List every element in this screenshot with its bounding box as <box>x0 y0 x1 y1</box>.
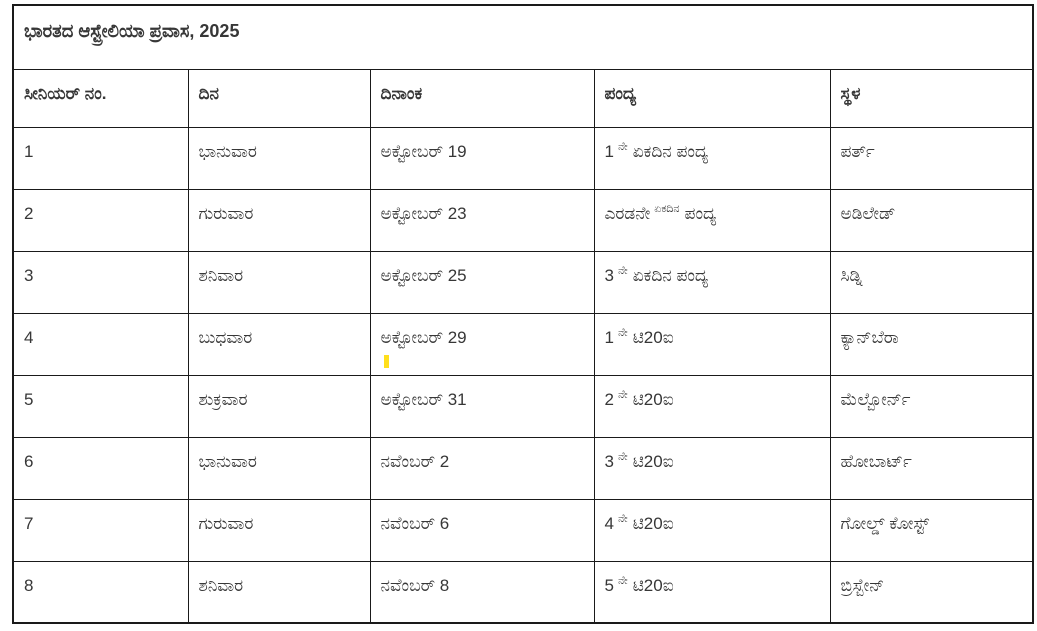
cell-serial-no: 1 <box>12 126 189 190</box>
cell-venue: ಸಿಡ್ನಿ <box>829 250 1034 314</box>
match-suffix: ಏಕದಿನ ಪಂದ್ಯ <box>632 265 709 285</box>
table-title: ಭಾರತದ ಆಸ್ಟ್ರೇಲಿಯಾ ಪ್ರವಾಸ, 2025 <box>12 4 1034 70</box>
cell-venue: ಹೋಬಾರ್ಟ್ <box>829 436 1034 500</box>
cell-date: ಅಕ್ಟೋಬರ್ 19 <box>369 126 595 190</box>
cell-match: 2 ನೇ ಟಿ20ಐ <box>593 374 831 438</box>
column-header: ಸ್ಥಳ <box>829 68 1034 128</box>
cell-match: 1 ನೇ ಏಕದಿನ ಪಂದ್ಯ <box>593 126 831 190</box>
cell-date: ಅಕ್ಟೋಬರ್ 31 <box>369 374 595 438</box>
table-row: 6 ಭಾನುವಾರ ನವೆಂಬರ್ 2 3 ನೇ ಟಿ20ಐ ಹೋಬಾರ್ಟ್ <box>12 436 1034 500</box>
cell-day: ಬುಧವಾರ <box>187 312 371 376</box>
match-prefix: 3 <box>604 451 614 471</box>
tour-schedule-table: ಭಾರತದ ಆಸ್ಟ್ರೇಲಿಯಾ ಪ್ರವಾಸ, 2025 ಸೀನಿಯರ್ ನ… <box>12 4 1035 624</box>
match-suffix: ಟಿ20ಐ <box>632 389 674 409</box>
table-row: 4 ಬುಧವಾರ ಅಕ್ಟೋಬರ್ 29 1 ನೇ ಟಿ20ಐ ಕ್ಯಾನ್‌ಬೆರ… <box>12 312 1034 376</box>
cell-venue: ಗೋಲ್ಡ್ ಕೋಸ್ಟ್ <box>829 498 1034 562</box>
match-ordinal-superscript: ಏಕದಿನ <box>654 202 680 215</box>
match-suffix: ಏಕದಿನ ಪಂದ್ಯ <box>632 141 709 161</box>
column-header: ದಿನಾಂಕ <box>369 68 595 128</box>
cell-serial-no: 4 <box>12 312 189 376</box>
match-prefix: 4 <box>604 513 614 533</box>
match-ordinal-superscript: ನೇ <box>617 264 628 277</box>
cell-venue: ಮೆಲ್ಬೋರ್ನ್ <box>829 374 1034 438</box>
match-ordinal-superscript: ನೇ <box>617 388 628 401</box>
cell-match: 4 ನೇ ಟಿ20ಐ <box>593 498 831 562</box>
match-suffix: ಟಿ20ಐ <box>632 451 674 471</box>
table-row: 8 ಶನಿವಾರ ನವೆಂಬರ್ 8 5 ನೇ ಟಿ20ಐ ಬ್ರಿಸ್ಬೇನ್ <box>12 560 1034 624</box>
cell-day: ಗುರುವಾರ <box>187 188 371 252</box>
cell-day: ಶುಕ್ರವಾರ <box>187 374 371 438</box>
cell-venue: ಅಡಿಲೇಡ್ <box>829 188 1034 252</box>
match-prefix: 5 <box>604 575 614 595</box>
cell-serial-no: 3 <box>12 250 189 314</box>
header-row: ಸೀನಿಯರ್ ನಂ. ದಿನ ದಿನಾಂಕ ಪಂದ್ಯ ಸ್ಥಳ <box>12 68 1034 128</box>
match-prefix: 2 <box>604 389 614 409</box>
table-row: 7 ಗುರುವಾರ ನವೆಂಬರ್ 6 4 ನೇ ಟಿ20ಐ ಗೋಲ್ಡ್ ಕೋಸ್… <box>12 498 1034 562</box>
cell-date: ನವೆಂಬರ್ 2 <box>369 436 595 500</box>
cell-serial-no: 2 <box>12 188 189 252</box>
table-row: 3 ಶನಿವಾರ ಅಕ್ಟೋಬರ್ 25 3 ನೇ ಏಕದಿನ ಪಂದ್ಯ ಸಿಡ್… <box>12 250 1034 314</box>
match-ordinal-superscript: ನೇ <box>617 140 628 153</box>
cell-date: ಅಕ್ಟೋಬರ್ 23 <box>369 188 595 252</box>
cell-serial-no: 6 <box>12 436 189 500</box>
column-header: ಸೀನಿಯರ್ ನಂ. <box>12 68 189 128</box>
title-row: ಭಾರತದ ಆಸ್ಟ್ರೇಲಿಯಾ ಪ್ರವಾಸ, 2025 <box>12 4 1034 70</box>
cell-serial-no: 8 <box>12 560 189 624</box>
match-prefix: 1 <box>604 327 614 347</box>
column-header: ಪಂದ್ಯ <box>593 68 831 128</box>
match-ordinal-superscript: ನೇ <box>617 450 628 463</box>
table-row: 5 ಶುಕ್ರವಾರ ಅಕ್ಟೋಬರ್ 31 2 ನೇ ಟಿ20ಐ ಮೆಲ್ಬೋರ್… <box>12 374 1034 438</box>
match-suffix: ಟಿ20ಐ <box>632 327 674 347</box>
cell-date: ನವೆಂಬರ್ 8 <box>369 560 595 624</box>
match-ordinal-superscript: ನೇ <box>617 574 628 587</box>
cell-match: 3 ನೇ ಏಕದಿನ ಪಂದ್ಯ <box>593 250 831 314</box>
cell-venue: ಕ್ಯಾನ್‌ಬೆರಾ <box>829 312 1034 376</box>
cell-day: ಗುರುವಾರ <box>187 498 371 562</box>
match-ordinal-superscript: ನೇ <box>617 512 628 525</box>
cell-match: ಎರಡನೇ ಏಕದಿನ ಪಂದ್ಯ <box>593 188 831 252</box>
cell-venue: ಪರ್ತ್ <box>829 126 1034 190</box>
cell-date: ನವೆಂಬರ್ 6 <box>369 498 595 562</box>
cell-date: ಅಕ್ಟೋಬರ್ 25 <box>369 250 595 314</box>
table-body: ಭಾರತದ ಆಸ್ಟ್ರೇಲಿಯಾ ಪ್ರವಾಸ, 2025 ಸೀನಿಯರ್ ನ… <box>12 4 1034 624</box>
cell-match: 5 ನೇ ಟಿ20ಐ <box>593 560 831 624</box>
cell-date: ಅಕ್ಟೋಬರ್ 29 <box>369 312 595 376</box>
match-prefix: 1 <box>604 141 614 161</box>
match-ordinal-superscript: ನೇ <box>617 326 628 339</box>
text-cursor-highlight <box>384 355 389 368</box>
cell-serial-no: 7 <box>12 498 189 562</box>
match-suffix: ಪಂದ್ಯ <box>684 203 717 223</box>
cell-venue: ಬ್ರಿಸ್ಬೇನ್ <box>829 560 1034 624</box>
cell-match: 1 ನೇ ಟಿ20ಐ <box>593 312 831 376</box>
cell-match: 3 ನೇ ಟಿ20ಐ <box>593 436 831 500</box>
match-prefix: ಎರಡನೇ <box>604 203 651 223</box>
cell-day: ಭಾನುವಾರ <box>187 436 371 500</box>
cell-day: ಭಾನುವಾರ <box>187 126 371 190</box>
table-row: 1 ಭಾನುವಾರ ಅಕ್ಟೋಬರ್ 19 1 ನೇ ಏಕದಿನ ಪಂದ್ಯ ಪರ್… <box>12 126 1034 190</box>
match-suffix: ಟಿ20ಐ <box>632 513 674 533</box>
column-header: ದಿನ <box>187 68 371 128</box>
cell-day: ಶನಿವಾರ <box>187 250 371 314</box>
match-suffix: ಟಿ20ಐ <box>632 575 674 595</box>
match-prefix: 3 <box>604 265 614 285</box>
table-row: 2 ಗುರುವಾರ ಅಕ್ಟೋಬರ್ 23 ಎರಡನೇ ಏಕದಿನ ಪಂದ್ಯ ಅಡ… <box>12 188 1034 252</box>
cell-serial-no: 5 <box>12 374 189 438</box>
cell-day: ಶನಿವಾರ <box>187 560 371 624</box>
